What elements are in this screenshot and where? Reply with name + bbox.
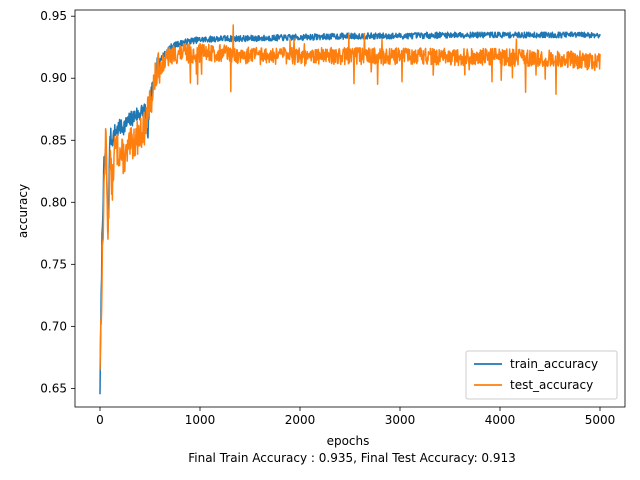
x-axis-label: epochs [327, 434, 370, 448]
chart-caption: Final Train Accuracy : 0.935, Final Test… [188, 451, 516, 465]
x-tick-label: 0 [96, 413, 104, 427]
legend-label-test: test_accuracy [510, 378, 593, 392]
y-tick-label: 0.80 [40, 195, 67, 209]
plot-area [74, 9, 626, 408]
x-tick-label: 3000 [385, 413, 416, 427]
y-tick-label: 0.70 [40, 319, 67, 333]
x-tick-label: 1000 [185, 413, 216, 427]
x-tick-label: 4000 [485, 413, 516, 427]
y-tick-label: 0.95 [40, 9, 67, 23]
series-line-test-accuracy [99, 24, 601, 371]
x-axis-ticks: 0 1000 2000 3000 4000 5000 [96, 407, 615, 427]
y-axis-ticks: 0.65 0.70 0.75 0.80 0.85 0.90 0.95 [40, 9, 75, 395]
legend: train_accuracy test_accuracy [465, 350, 618, 400]
x-tick-label: 2000 [285, 413, 316, 427]
y-tick-label: 0.90 [40, 71, 67, 85]
legend-label-train: train_accuracy [510, 357, 598, 371]
series-line-train-accuracy [99, 31, 601, 395]
x-tick-label: 5000 [585, 413, 616, 427]
y-tick-label: 0.75 [40, 257, 67, 271]
y-tick-label: 0.65 [40, 381, 67, 395]
legend-box [465, 350, 618, 400]
series-layer [99, 24, 601, 395]
axes-frame [74, 9, 626, 408]
y-axis-label: accuracy [16, 184, 30, 238]
y-tick-label: 0.85 [40, 133, 67, 147]
